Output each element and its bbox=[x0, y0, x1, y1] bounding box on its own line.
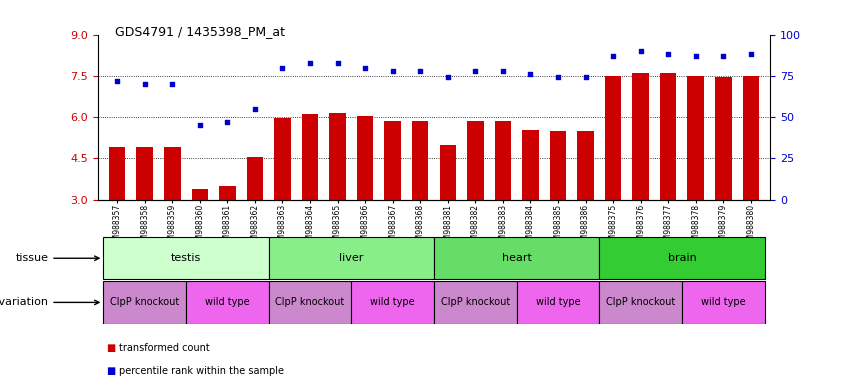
Bar bbox=[269, 237, 434, 280]
Point bbox=[331, 60, 345, 66]
Point bbox=[248, 106, 262, 112]
Bar bbox=[269, 281, 351, 324]
Text: liver: liver bbox=[340, 253, 363, 263]
Bar bbox=[103, 281, 186, 324]
Point bbox=[551, 74, 565, 81]
Bar bbox=[523, 129, 539, 200]
Point bbox=[276, 65, 289, 71]
Text: wild type: wild type bbox=[205, 297, 249, 308]
Bar bbox=[743, 76, 759, 200]
Point bbox=[193, 122, 207, 129]
Bar bbox=[434, 237, 599, 280]
Bar bbox=[434, 281, 517, 324]
Bar bbox=[247, 157, 263, 200]
Text: ClpP knockout: ClpP knockout bbox=[110, 297, 180, 308]
Point bbox=[138, 81, 151, 87]
Text: ■: ■ bbox=[106, 366, 116, 376]
Text: wild type: wild type bbox=[701, 297, 745, 308]
Bar bbox=[109, 147, 125, 200]
Text: wild type: wild type bbox=[370, 297, 415, 308]
Bar bbox=[599, 237, 765, 280]
Bar bbox=[351, 281, 434, 324]
Bar bbox=[412, 121, 429, 200]
Bar bbox=[186, 281, 269, 324]
Bar bbox=[632, 73, 649, 200]
Point bbox=[689, 53, 703, 59]
Bar bbox=[103, 237, 269, 280]
Bar bbox=[439, 145, 456, 200]
Bar bbox=[605, 76, 621, 200]
Point bbox=[634, 48, 648, 54]
Point bbox=[165, 81, 179, 87]
Point bbox=[717, 53, 730, 59]
Text: heart: heart bbox=[502, 253, 532, 263]
Bar bbox=[191, 189, 208, 200]
Point bbox=[469, 68, 483, 74]
Text: ClpP knockout: ClpP knockout bbox=[441, 297, 510, 308]
Point bbox=[111, 78, 124, 84]
Bar bbox=[164, 147, 180, 200]
Text: GDS4791 / 1435398_PM_at: GDS4791 / 1435398_PM_at bbox=[115, 25, 285, 38]
Text: ■: ■ bbox=[106, 343, 116, 353]
Bar bbox=[467, 121, 483, 200]
Text: brain: brain bbox=[668, 253, 696, 263]
Bar bbox=[302, 114, 318, 200]
Point bbox=[606, 53, 620, 59]
Text: transformed count: transformed count bbox=[119, 343, 210, 353]
Bar bbox=[357, 116, 374, 200]
Text: percentile rank within the sample: percentile rank within the sample bbox=[119, 366, 284, 376]
Bar bbox=[599, 281, 682, 324]
Bar bbox=[494, 121, 511, 200]
Bar bbox=[517, 281, 599, 324]
Bar bbox=[329, 113, 346, 200]
Bar bbox=[274, 119, 291, 200]
Point bbox=[441, 74, 454, 81]
Text: wild type: wild type bbox=[535, 297, 580, 308]
Bar bbox=[660, 73, 677, 200]
Point bbox=[414, 68, 427, 74]
Point bbox=[303, 60, 317, 66]
Point bbox=[523, 71, 537, 77]
Point bbox=[744, 51, 757, 58]
Bar bbox=[577, 131, 594, 200]
Text: genotype/variation: genotype/variation bbox=[0, 297, 99, 308]
Bar bbox=[715, 77, 732, 200]
Point bbox=[358, 65, 372, 71]
Point bbox=[496, 68, 510, 74]
Bar bbox=[219, 186, 236, 200]
Point bbox=[661, 51, 675, 58]
Point bbox=[220, 119, 234, 125]
Text: ClpP knockout: ClpP knockout bbox=[606, 297, 676, 308]
Point bbox=[386, 68, 399, 74]
Text: tissue: tissue bbox=[15, 253, 99, 263]
Bar bbox=[682, 281, 765, 324]
Text: testis: testis bbox=[171, 253, 201, 263]
Bar bbox=[550, 131, 566, 200]
Bar bbox=[136, 147, 153, 200]
Bar bbox=[385, 121, 401, 200]
Point bbox=[579, 74, 592, 81]
Bar bbox=[688, 76, 704, 200]
Text: ClpP knockout: ClpP knockout bbox=[276, 297, 345, 308]
